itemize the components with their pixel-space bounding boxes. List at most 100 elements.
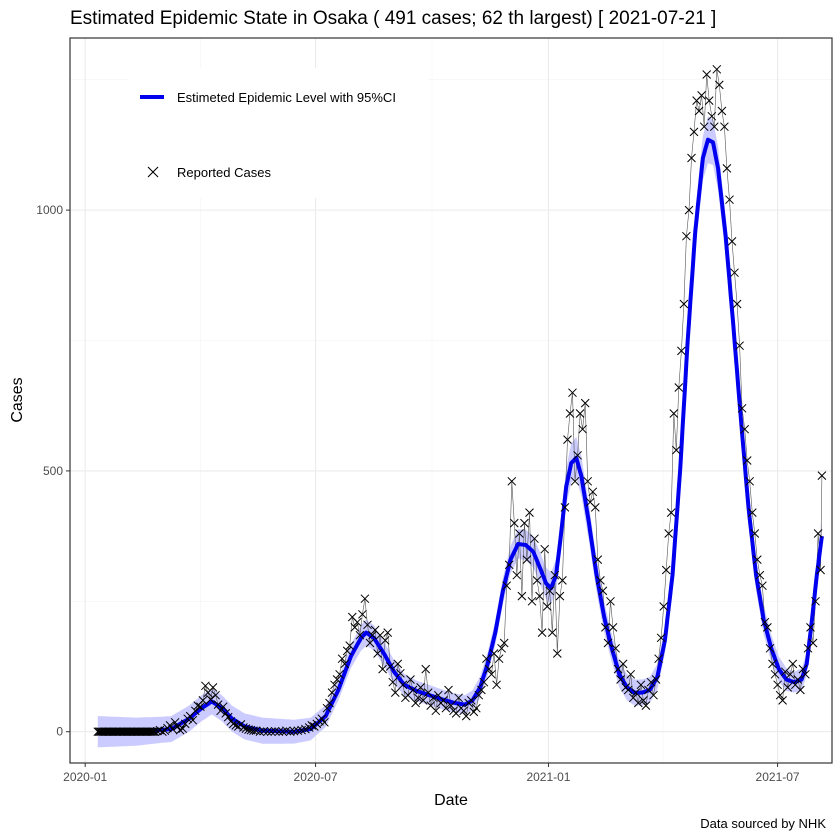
case-point <box>190 706 200 716</box>
case-point <box>385 662 395 671</box>
case-point <box>259 726 269 736</box>
case-point <box>752 555 762 564</box>
case-point <box>239 723 248 732</box>
case-point <box>201 681 210 691</box>
case-point <box>801 669 810 679</box>
case-point <box>712 64 722 74</box>
case-point <box>796 685 805 695</box>
case-point <box>560 503 570 512</box>
case-point <box>373 649 382 658</box>
case-point <box>477 685 486 695</box>
case-point <box>783 683 793 692</box>
case-point <box>411 698 420 708</box>
case-point <box>702 70 712 79</box>
case-point <box>390 688 400 697</box>
case-point <box>626 669 636 679</box>
case-point <box>340 659 350 669</box>
case-point <box>325 698 334 708</box>
trend-layer <box>97 137 824 734</box>
case-point <box>547 628 557 637</box>
case-point <box>307 721 317 730</box>
case-point <box>677 346 686 356</box>
case-point <box>570 476 580 486</box>
case-point <box>497 643 506 653</box>
case-point <box>750 529 760 538</box>
case-point <box>793 675 803 684</box>
case-point <box>484 664 494 674</box>
case-point <box>651 675 661 684</box>
chart-title: Estimated Epidemic State in Osaka ( 491 … <box>70 8 716 29</box>
case-point <box>487 669 496 679</box>
case-point <box>244 725 253 734</box>
case-point <box>263 727 272 737</box>
x-tick-label: 2020-01 <box>63 770 107 784</box>
case-point <box>763 623 772 632</box>
case-point <box>471 703 481 713</box>
case-point <box>755 570 765 580</box>
case-point <box>421 664 431 674</box>
case-point <box>580 398 590 408</box>
case-point <box>255 727 265 737</box>
case-point <box>654 654 663 664</box>
case-point <box>806 623 815 632</box>
case-point <box>808 638 818 648</box>
case-point <box>684 205 694 215</box>
caption: Data sourced by NHK <box>700 816 826 831</box>
x-axis: 2020-01 2020-07 2021-01 2021-07 <box>63 763 800 784</box>
case-point <box>228 719 238 729</box>
case-point <box>552 649 562 658</box>
case-point <box>418 696 428 705</box>
case-point <box>530 534 539 544</box>
case-point <box>537 628 547 637</box>
case-point <box>669 409 679 418</box>
case-point <box>393 659 403 669</box>
case-point <box>603 638 613 648</box>
case-point <box>735 341 744 351</box>
case-point <box>593 555 603 564</box>
case-point <box>512 570 522 580</box>
legend-label-reported: Reported Cases <box>177 165 271 180</box>
case-point <box>608 623 618 632</box>
case-point <box>459 706 469 716</box>
case-point <box>694 106 704 116</box>
case-point <box>798 664 808 674</box>
case-point <box>760 617 770 627</box>
case-point <box>707 111 717 121</box>
case-point <box>327 688 337 697</box>
case-point <box>170 717 180 727</box>
case-point <box>697 91 706 100</box>
case-point <box>775 690 785 700</box>
case-point <box>168 724 177 734</box>
case-point <box>479 677 489 687</box>
case-point <box>674 383 684 392</box>
legend: Estimeted Epidemic Level with 95%CI Repo… <box>128 68 428 198</box>
case-point <box>542 602 552 611</box>
case-point <box>649 690 658 700</box>
case-point <box>745 476 755 486</box>
case-point <box>575 409 585 418</box>
case-point <box>482 654 491 664</box>
case-point <box>525 508 534 517</box>
case-point <box>817 471 827 480</box>
case-point <box>558 576 567 585</box>
case-point <box>180 719 190 729</box>
case-point <box>730 268 739 278</box>
case-point <box>408 685 418 695</box>
case-point <box>363 620 372 630</box>
case-point <box>656 633 666 643</box>
case-point <box>211 690 220 700</box>
case-point <box>515 529 524 538</box>
case-point <box>507 476 517 486</box>
case-point <box>492 680 501 690</box>
case-point <box>428 693 438 703</box>
case-point <box>178 724 188 733</box>
x-tick-label: 2021-07 <box>756 770 800 784</box>
case-point <box>816 565 825 575</box>
case-point <box>337 654 347 664</box>
case-point <box>454 693 463 703</box>
case-point <box>335 669 344 679</box>
case-point <box>661 565 671 575</box>
case-point <box>590 503 600 512</box>
case-point <box>666 508 676 517</box>
case-point <box>466 696 476 705</box>
